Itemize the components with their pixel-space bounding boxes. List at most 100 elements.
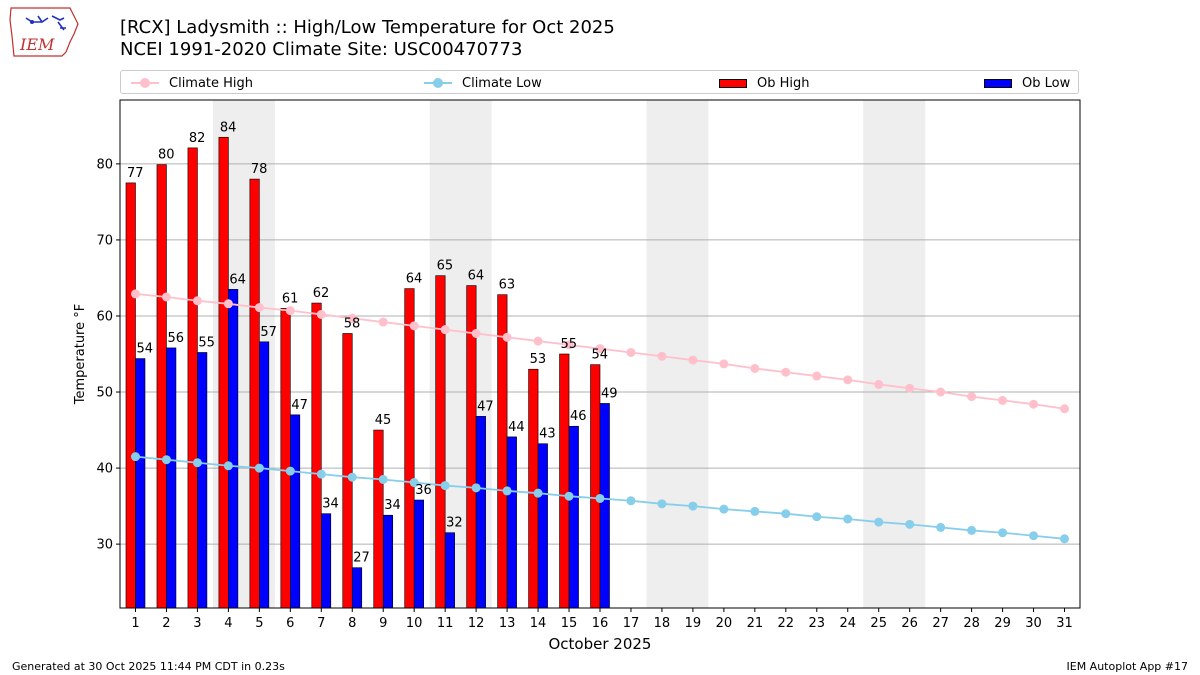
- climate-high-point: [192, 296, 202, 306]
- climate-low-point: [564, 491, 574, 501]
- x-tick-label: 11: [437, 616, 454, 631]
- climate-low-point: [533, 488, 543, 498]
- ob-high-bar: [280, 308, 291, 609]
- x-tick-label: 30: [1025, 616, 1042, 631]
- y-tick-label: 40: [96, 462, 113, 477]
- ob-high-bar-label: 53: [530, 352, 547, 367]
- climate-high-point: [130, 289, 140, 299]
- x-tick-label: 9: [379, 616, 387, 631]
- x-tick-label: 13: [499, 616, 516, 631]
- x-tick-label: 21: [747, 616, 764, 631]
- climate-low-point: [812, 512, 822, 522]
- legend-label: Climate High: [169, 75, 254, 91]
- ob-high-bar: [590, 364, 601, 609]
- climate-high-point: [595, 344, 605, 354]
- ob-low-bar: [228, 289, 239, 609]
- climate-high-point: [409, 321, 419, 331]
- climate-low-point: [316, 469, 326, 479]
- ob-low-bar-label: 43: [539, 427, 556, 442]
- ob-high-bar: [218, 136, 229, 609]
- climate-low-point: [161, 455, 171, 465]
- ob-low-bar-label: 34: [322, 497, 339, 512]
- ob-high-bar-label: 64: [406, 272, 423, 287]
- climate-high-point: [843, 375, 853, 385]
- x-tick-label: 7: [317, 616, 325, 631]
- ob-low-bar-label: 47: [291, 398, 308, 413]
- x-tick-label: 31: [1056, 616, 1073, 631]
- climate-low-point: [688, 501, 698, 511]
- x-tick-label: 29: [994, 616, 1011, 631]
- climate-low-point: [502, 486, 512, 496]
- ob-low-bar: [413, 499, 424, 609]
- ob-low-bar: [259, 341, 270, 609]
- ob-high-bar-label: 80: [158, 148, 175, 163]
- ob-low-bar-label: 54: [136, 342, 153, 357]
- x-tick-label: 26: [901, 616, 918, 631]
- climate-high-point: [936, 387, 946, 397]
- y-tick-label: 60: [96, 309, 113, 324]
- ob-low-bar: [290, 414, 301, 609]
- ob-high-bar-label: 65: [437, 259, 454, 274]
- x-tick-label: 1: [131, 616, 139, 631]
- ob-high-bar: [559, 353, 570, 609]
- generated-timestamp: Generated at 30 Oct 2025 11:44 PM CDT in…: [12, 660, 285, 673]
- ob-low-bar: [351, 567, 363, 609]
- y-tick-label: 80: [96, 157, 113, 172]
- x-tick-label: 12: [468, 616, 485, 631]
- ob-high-bar-label: 61: [282, 291, 299, 306]
- climate-high-point: [1060, 404, 1070, 414]
- climate-low-point: [192, 458, 202, 468]
- climate-low-point: [626, 496, 636, 506]
- ob-high-bar-label: 77: [127, 166, 144, 181]
- ob-low-bar: [166, 347, 177, 609]
- ob-high-bar-label: 45: [375, 413, 392, 428]
- climate-high-point: [316, 309, 326, 319]
- ob-high-bar-label: 54: [592, 348, 609, 363]
- ob-low-bar-label: 34: [384, 498, 401, 513]
- ob-low-bar-label: 64: [229, 272, 246, 287]
- x-tick-label: 27: [932, 616, 949, 631]
- ob-low-bar: [537, 443, 548, 609]
- ob-high-bar: [342, 333, 353, 609]
- climate-high-swatch: [131, 78, 159, 88]
- x-tick-label: 19: [685, 616, 702, 631]
- climate-low-point: [223, 461, 233, 471]
- x-tick-label: 14: [530, 616, 547, 631]
- ob-high-bar: [311, 302, 322, 609]
- climate-low-point: [471, 483, 481, 493]
- climate-low-point: [347, 472, 357, 482]
- legend-item-climate-high: Climate High: [131, 71, 253, 95]
- x-tick-label: 22: [778, 616, 795, 631]
- x-tick-label: 16: [592, 616, 609, 631]
- climate-high-point: [285, 306, 295, 316]
- climate-low-point: [874, 517, 884, 527]
- ob-low-bar: [197, 352, 208, 609]
- ob-low-bar-label: 57: [260, 325, 277, 340]
- climate-low-point: [905, 519, 915, 529]
- chart-subtitle: NCEI 1991-2020 Climate Site: USC00470773: [120, 39, 523, 60]
- climate-high-point: [223, 299, 233, 309]
- climate-low-point: [750, 506, 760, 516]
- ob-high-bar-label: 63: [499, 278, 516, 293]
- climate-low-point: [378, 474, 388, 484]
- ob-low-bar: [599, 403, 610, 609]
- bars: [125, 136, 610, 609]
- ob-high-bar-label: 78: [251, 162, 268, 177]
- ob-high-bar: [249, 178, 260, 609]
- ob-high-bar-label: 82: [189, 131, 206, 146]
- app-credit: IEM Autoplot App #17: [1066, 660, 1189, 673]
- ob-high-bar-label: 62: [313, 286, 330, 301]
- climate-low-point: [440, 481, 450, 491]
- ob-high-bar: [187, 147, 198, 609]
- climate-high-point: [719, 359, 729, 369]
- climate-high-point: [998, 395, 1008, 405]
- y-tick-label: 50: [96, 386, 113, 401]
- x-tick-label: 18: [654, 616, 671, 631]
- ob-high-bar: [528, 368, 539, 609]
- x-tick-label: 15: [561, 616, 578, 631]
- ob-low-swatch: [984, 78, 1012, 88]
- x-tick-label: 20: [716, 616, 733, 631]
- legend-item-ob-high: Ob High: [719, 71, 810, 95]
- climate-low-point: [130, 452, 140, 462]
